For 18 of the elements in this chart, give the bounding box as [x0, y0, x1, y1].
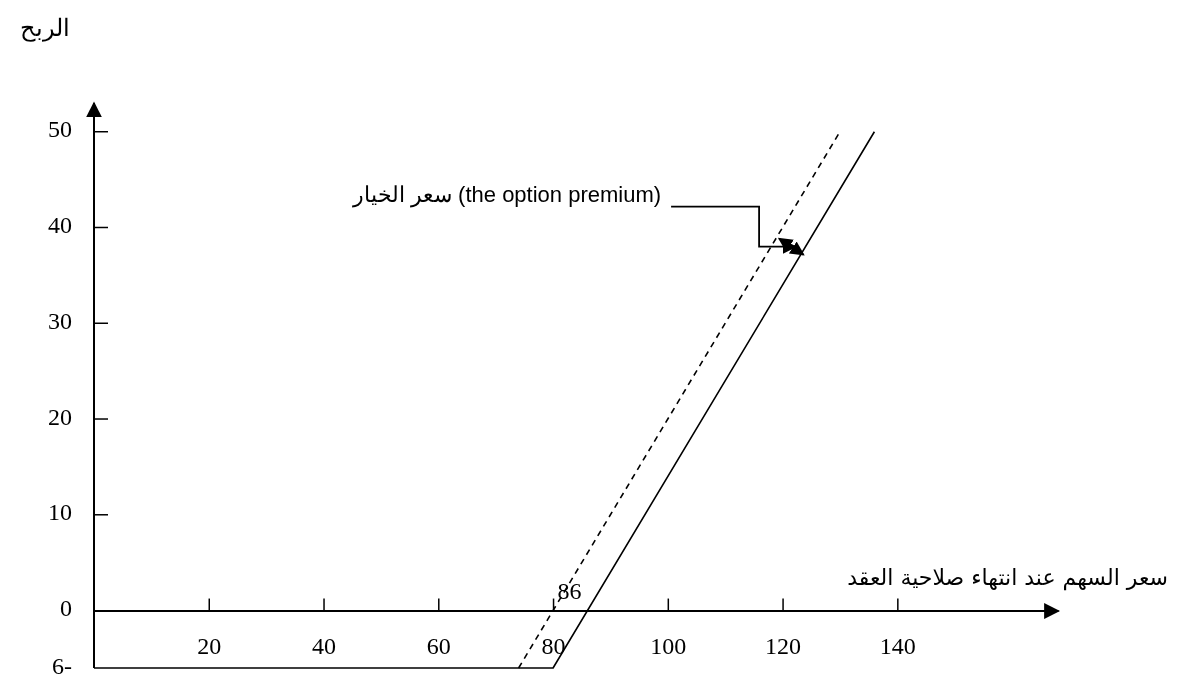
y-tick-label: 6- — [52, 652, 72, 679]
y-tick-label: 40 — [48, 211, 72, 239]
y-tick-label: 10 — [48, 499, 72, 526]
x-tick-label: 80 — [541, 632, 566, 659]
x-tick-label: 20 — [197, 632, 222, 659]
x-tick-label: 100 — [650, 632, 687, 659]
y-tick-label: 50 — [48, 116, 72, 143]
annotation: سعر الخيار (the option premium) — [351, 181, 662, 208]
x-tick-label: 140 — [879, 632, 916, 659]
y-tick-label: 20 — [48, 403, 72, 430]
x-tick-label: 120 — [765, 632, 802, 659]
x-axis-title: سعر السهم عند انتهاء صلاحية العقد — [847, 564, 1168, 591]
y-tick-label: 0 — [60, 595, 72, 622]
y-tick-label: 30 — [48, 307, 72, 334]
x-tick-label: 60 — [426, 632, 451, 659]
y-axis-title: الربح — [20, 15, 70, 42]
annotation: 86 — [557, 577, 582, 604]
x-tick-label: 40 — [312, 632, 337, 659]
